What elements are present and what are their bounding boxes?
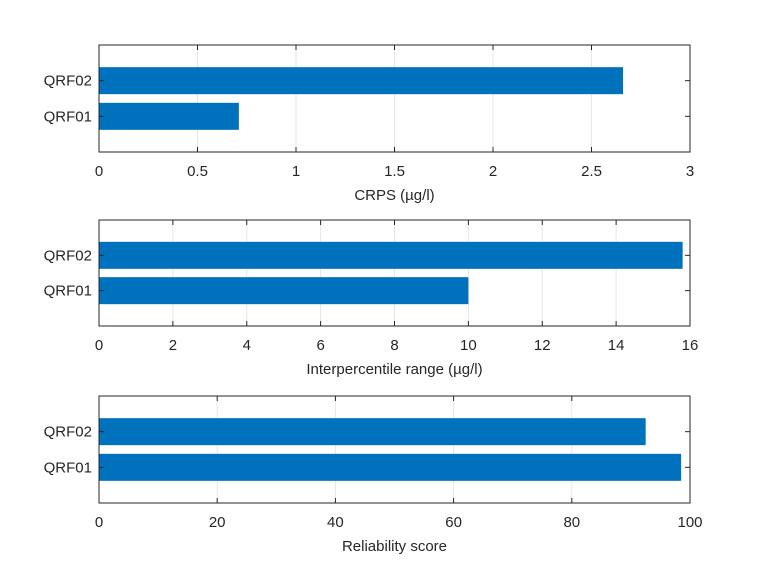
x-tick-label: 3: [686, 163, 694, 180]
x-tick-label: 0.5: [187, 163, 208, 180]
chart-panel-reliability-score: 0 20 40 60 80 100 QRF01 QRF02 Reliability score: [44, 395, 703, 555]
x-tick-label: 2.5: [581, 163, 602, 180]
x-tick-label: 20: [209, 514, 226, 531]
bar-qrf01: [99, 102, 239, 130]
x-tick-label: 0: [95, 514, 103, 531]
chart-panel-crps: 0 0.5 1 1.5 2 2.5 3 QRF01 QRF02 CRPS (µg/l): [44, 44, 694, 204]
x-tick-label: 100: [677, 514, 702, 531]
x-tick-label: 12: [534, 337, 551, 354]
x-tick-label: 0: [95, 163, 103, 180]
grid-lines: [98, 220, 691, 326]
x-tick-label: 10: [460, 337, 477, 354]
x-tick-label: 60: [445, 514, 462, 531]
x-axis-label: CRPS (µg/l): [354, 187, 434, 204]
x-tick-label: 2: [169, 337, 177, 354]
x-tick-label: 40: [327, 514, 344, 531]
x-tick-label: 2: [489, 163, 497, 180]
x-tick-label: 1: [292, 163, 300, 180]
y-tick-label: QRF01: [44, 459, 92, 476]
y-tick-label: QRF01: [44, 108, 92, 125]
x-tick-label: 80: [563, 514, 580, 531]
x-tick-label: 4: [243, 337, 251, 354]
y-tick-label: QRF02: [44, 424, 92, 441]
x-tick-label: 8: [390, 337, 398, 354]
x-tick-label: 6: [316, 337, 324, 354]
bar-qrf02: [99, 67, 624, 95]
grid-lines: [98, 396, 691, 503]
y-tick-label: QRF02: [44, 247, 92, 264]
x-tick-label: 16: [682, 337, 699, 354]
grid-lines: [98, 45, 691, 152]
bar-qrf01: [99, 453, 682, 481]
bar-qrf02: [99, 418, 646, 446]
y-tick-label: QRF02: [44, 73, 92, 90]
x-axis-label: Interpercentile range (µg/l): [306, 361, 482, 378]
x-axis-label: Reliability score: [342, 538, 447, 555]
y-tick-label: QRF01: [44, 283, 92, 300]
x-tick-label: 1.5: [384, 163, 405, 180]
chart-panel-interpercentile-range: 0 2 4 6 8 10 12 14 16 QRF01 QRF02 Interpercentile r…: [44, 219, 699, 378]
bar-qrf02: [99, 241, 683, 269]
x-tick-label: 14: [608, 337, 625, 354]
x-tick-label: 0: [95, 337, 103, 354]
bar-qrf01: [99, 277, 469, 305]
axes-box: [98, 395, 691, 504]
